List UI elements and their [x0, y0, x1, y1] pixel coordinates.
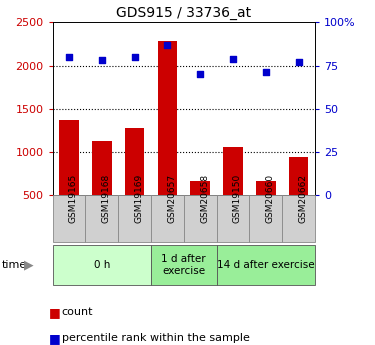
Bar [184, 195, 217, 242]
Text: ▶: ▶ [24, 258, 34, 271]
Text: ■: ■ [49, 332, 60, 345]
Bar [282, 195, 315, 242]
Text: GSM20657: GSM20657 [167, 174, 176, 223]
Bar [217, 195, 249, 242]
Bar [151, 195, 184, 242]
Bar [92, 141, 112, 238]
Text: 1 d after
exercise: 1 d after exercise [161, 254, 206, 276]
Bar [85, 195, 118, 242]
Text: GSM20662: GSM20662 [298, 174, 307, 223]
Point [296, 59, 302, 65]
Text: 14 d after exercise: 14 d after exercise [217, 260, 315, 270]
Bar [158, 41, 177, 238]
Text: ■: ■ [49, 306, 60, 319]
Point [132, 54, 138, 60]
Point [197, 71, 203, 77]
Text: GSM20658: GSM20658 [200, 174, 209, 223]
Point [99, 58, 105, 63]
Bar [53, 245, 151, 285]
Bar [151, 245, 217, 285]
Point [263, 70, 269, 75]
Bar [124, 128, 144, 238]
Bar [256, 181, 276, 238]
Bar [53, 195, 85, 242]
Bar [249, 195, 282, 242]
Text: GSM19150: GSM19150 [233, 174, 242, 223]
Text: GSM19169: GSM19169 [135, 174, 144, 223]
Point [66, 54, 72, 60]
Bar [190, 181, 210, 238]
Title: GDS915 / 33736_at: GDS915 / 33736_at [116, 6, 251, 20]
Text: 0 h: 0 h [93, 260, 110, 270]
Bar [223, 147, 243, 238]
Bar [118, 195, 151, 242]
Text: GSM20660: GSM20660 [266, 174, 275, 223]
Text: count: count [62, 307, 93, 317]
Bar [59, 120, 79, 238]
Text: percentile rank within the sample: percentile rank within the sample [62, 333, 250, 343]
Point [164, 42, 170, 48]
Text: time: time [2, 260, 27, 270]
Point [230, 56, 236, 61]
Bar [217, 245, 315, 285]
Text: GSM19168: GSM19168 [102, 174, 111, 223]
Text: GSM19165: GSM19165 [69, 174, 78, 223]
Bar [289, 157, 308, 238]
